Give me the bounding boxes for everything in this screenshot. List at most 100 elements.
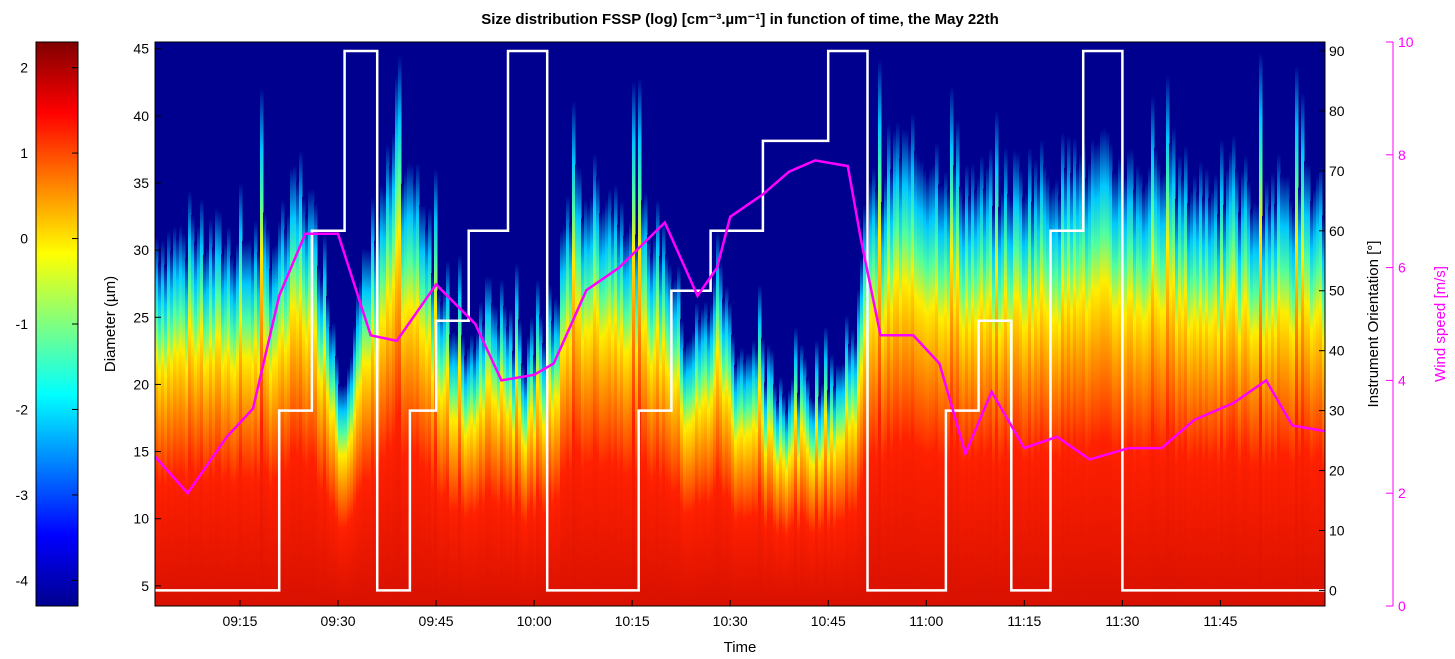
heatmap-column	[1244, 155, 1248, 606]
heatmap-column	[1157, 161, 1161, 606]
heatmap-column	[500, 279, 504, 606]
heatmap-column	[185, 258, 189, 606]
heatmap-column	[611, 211, 615, 607]
heatmap-column	[707, 318, 711, 606]
x-tick-label: 11:45	[1203, 613, 1237, 629]
heatmap-column	[1118, 157, 1122, 606]
heatmap-column	[1181, 176, 1185, 607]
heatmap-column	[722, 298, 726, 606]
heatmap-column	[968, 196, 972, 606]
heatmap-column	[581, 218, 585, 606]
heatmap-column	[227, 226, 231, 606]
heatmap-column	[767, 344, 771, 606]
heatmap-column	[1301, 92, 1305, 606]
x-tick-label: 09:15	[222, 613, 257, 629]
heatmap-column	[203, 254, 207, 607]
x-tick-label: 11:30	[1105, 613, 1139, 629]
heatmap-column	[656, 199, 660, 606]
heatmap-column	[1001, 191, 1005, 607]
heatmap-column	[1199, 160, 1203, 606]
heatmap-column	[473, 349, 477, 606]
heatmap-column	[1220, 138, 1224, 606]
heatmap-column	[530, 317, 534, 606]
heatmap-column	[725, 285, 729, 606]
heatmap-column	[272, 246, 276, 606]
heatmap-column	[212, 246, 216, 606]
heatmap-column	[350, 356, 354, 606]
heatmap-column	[941, 184, 945, 606]
heatmap-column	[923, 168, 927, 606]
heatmap-column	[1187, 203, 1191, 607]
heatmap-column	[971, 163, 975, 606]
heatmap-column	[986, 165, 990, 606]
heatmap-column	[314, 202, 318, 606]
heatmap-column	[341, 385, 345, 606]
heatmap-column	[467, 346, 471, 606]
heatmap-column	[539, 314, 543, 606]
heatmap-column	[1202, 196, 1206, 606]
heatmap-column	[1013, 149, 1017, 607]
heatmap-column	[1169, 143, 1173, 606]
heatmap-column	[572, 101, 576, 607]
heatmap-column	[1103, 127, 1107, 607]
heatmap-column	[416, 162, 420, 606]
heatmap-column	[710, 303, 714, 606]
heatmap-column	[431, 272, 435, 606]
heatmap-column	[497, 325, 501, 606]
colorbar: 2 1 0 -1 -2 -3 -4	[16, 41, 79, 607]
heatmap-column	[167, 230, 171, 607]
heatmap-column	[914, 150, 918, 606]
heatmap-column	[374, 240, 378, 606]
heatmap-column	[794, 327, 798, 606]
heatmap-column	[1235, 168, 1239, 606]
heatmap-column	[377, 214, 381, 606]
heatmap-column	[641, 200, 645, 606]
orientation-tick-label: 0	[1329, 582, 1337, 598]
heatmap-column	[698, 320, 702, 606]
heatmap-column	[905, 129, 909, 607]
heatmap-column	[899, 158, 903, 607]
heatmap-column	[1295, 65, 1299, 607]
orientation-tick-label: 90	[1329, 43, 1345, 59]
heatmap-column	[506, 326, 510, 606]
heatmap-column	[419, 204, 423, 606]
orientation-tick-label: 40	[1329, 343, 1345, 359]
heatmap-column	[791, 378, 795, 606]
heatmap-column	[218, 210, 222, 606]
heatmap-column	[1145, 181, 1149, 606]
heatmap-column	[1016, 151, 1020, 607]
heatmap-column	[1196, 192, 1200, 606]
heatmap-column	[743, 360, 747, 606]
heatmap-column	[494, 306, 498, 606]
heatmap-column	[980, 155, 984, 607]
heatmap-column	[1223, 204, 1227, 606]
heatmap-column	[770, 349, 774, 606]
heatmap-column	[1310, 201, 1314, 606]
heatmap-column	[1034, 159, 1038, 606]
heatmap-column	[890, 169, 894, 607]
heatmap-column	[758, 285, 762, 606]
heatmap-column	[353, 325, 357, 606]
heatmap-column	[332, 322, 336, 606]
heatmap-column	[566, 195, 570, 607]
heatmap-column	[251, 252, 255, 606]
heatmap-column	[1304, 161, 1308, 606]
heatmap-column	[1151, 95, 1155, 607]
heatmap-column	[443, 289, 447, 606]
heatmap-column	[716, 231, 720, 607]
heatmap-column	[752, 340, 756, 606]
heatmap-column	[1253, 201, 1257, 606]
heatmap-column	[371, 196, 375, 607]
heatmap-column	[242, 240, 246, 606]
heatmap-column	[308, 189, 312, 607]
wind-axis-label: Wind speed [m/s]	[1432, 266, 1449, 382]
heatmap-column	[785, 410, 789, 606]
heatmap-column	[1100, 129, 1104, 607]
heatmap-column	[1283, 176, 1287, 606]
plot-frame	[154, 41, 1326, 607]
heatmap-column	[836, 364, 840, 606]
heatmap-column	[1061, 132, 1065, 607]
heatmap-column	[428, 207, 432, 606]
heatmap-column	[296, 181, 300, 606]
heatmap-column	[1091, 138, 1095, 606]
